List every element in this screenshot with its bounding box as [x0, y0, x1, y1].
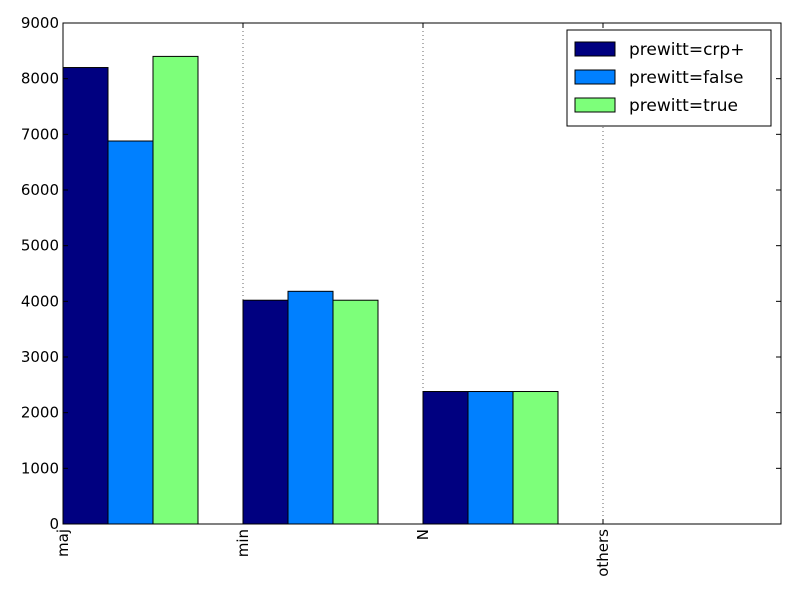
bars-layer — [62, 55, 559, 525]
x-tick-label: min — [234, 529, 252, 557]
bar — [62, 67, 109, 525]
legend-label: prewitt=false — [629, 68, 744, 88]
y-tick-label: 0 — [49, 515, 59, 533]
legend-swatch — [574, 97, 616, 113]
y-tick-label: 4000 — [21, 292, 59, 310]
bar — [512, 391, 559, 525]
plot-frame — [62, 22, 782, 525]
bar — [152, 55, 199, 525]
legend-label: prewitt=crp+ — [629, 40, 744, 60]
legend: prewitt=crp+ prewitt=false prewitt=true — [566, 29, 772, 127]
y-tick-label: 6000 — [21, 181, 59, 199]
y-tick-label: 9000 — [21, 14, 59, 32]
bar — [422, 391, 469, 525]
y-tick-label: 3000 — [21, 348, 59, 366]
bar — [467, 391, 514, 525]
y-tick-label: 1000 — [21, 459, 59, 477]
x-tick-label: maj — [54, 529, 72, 557]
y-tick-label: 8000 — [21, 70, 59, 88]
x-tick-label: others — [594, 529, 612, 577]
y-tick-label: 2000 — [21, 404, 59, 422]
y-tick-label: 5000 — [21, 237, 59, 255]
legend-swatch — [574, 41, 616, 57]
legend-swatch — [574, 69, 616, 85]
x-tick-label: N — [414, 529, 432, 540]
bar — [107, 140, 154, 525]
ticks-layer: 0 1000 2000 3000 4000 5000 6000 7000 8000 9000 maj… — [21, 14, 781, 577]
bar — [242, 299, 289, 525]
bar — [332, 299, 379, 525]
y-tick-label: 7000 — [21, 125, 59, 143]
bar — [287, 290, 334, 525]
legend-label: prewitt=true — [629, 96, 738, 116]
